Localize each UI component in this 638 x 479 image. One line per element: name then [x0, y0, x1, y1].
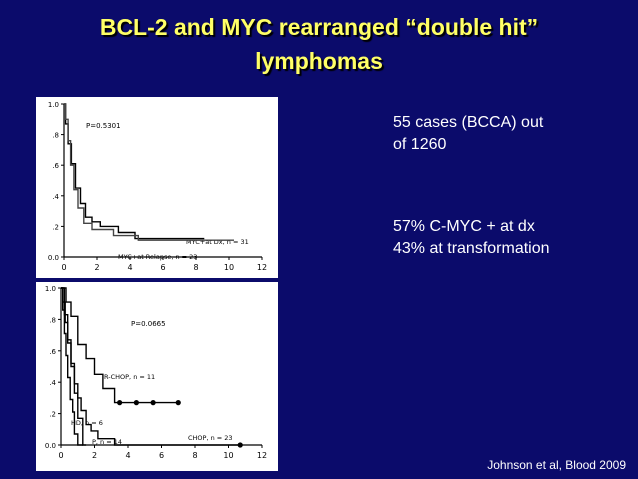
series-label: R-CHOP, n = 11 [104, 373, 155, 381]
censor-marker [133, 400, 139, 406]
survival-curve-3 [61, 287, 241, 446]
x-tick-label: 6 [159, 451, 164, 460]
y-tick-label: .6 [49, 348, 56, 356]
y-tick-label: .2 [49, 411, 56, 419]
x-tick-label: 2 [92, 451, 97, 460]
survival-chart-bottom: 0 2 4 6 8 10 12 0.0 .2 .4 .6 .8 1.0 P=0.0665 R-CHOP, n… [45, 285, 267, 460]
y-tick-label: 0.0 [45, 442, 56, 450]
x-tick-label: 8 [192, 451, 197, 460]
y-tick-label: 0.0 [48, 254, 59, 262]
series-label: MYC+at Dx, n = 31 [186, 238, 249, 246]
y-tick-label: .2 [52, 223, 59, 231]
p-value-label: P=0.0665 [131, 320, 166, 328]
x-tick-label: 12 [257, 263, 267, 272]
y-tick-label: 1.0 [48, 101, 59, 109]
title-line-1: BCL-2 and MYC rearranged “double hit” [99, 14, 539, 40]
x-tick-label: 0 [58, 451, 63, 460]
y-tick-label: .6 [52, 162, 59, 170]
x-tick-label: 8 [193, 263, 198, 272]
case-count-text: 55 cases (BCCA) out of 1260 [393, 112, 543, 156]
myc-percentage-text: 57% C-MYC + at dx 43% at transformation [393, 216, 550, 260]
y-tick-label: 1.0 [45, 285, 56, 293]
x-tick-label: 6 [160, 263, 165, 272]
censor-marker [175, 400, 181, 406]
series-label: HD, n = 6 [71, 419, 103, 427]
case-count-line-2: of 1260 [393, 136, 447, 153]
censor-marker [237, 442, 243, 448]
series-label: CHOP, n = 23 [188, 434, 233, 442]
x-tick-label: 0 [61, 263, 66, 272]
myc-percentage-line-2: 43% at transformation [393, 240, 550, 257]
survival-curve-1 [64, 103, 234, 241]
censor-marker [117, 400, 123, 406]
survival-curve-0 [61, 287, 179, 404]
series-label: MYC+at Relapse, n = 23 [118, 253, 197, 261]
case-count-line-1: 55 cases (BCCA) out [393, 114, 544, 131]
y-tick-label: .4 [49, 379, 56, 387]
slide-title: BCL-2 and MYC rearranged “double hit” ly… [0, 10, 638, 78]
x-tick-label: 12 [257, 451, 267, 460]
x-tick-label: 10 [224, 263, 234, 272]
title-line-2: lymphomas [255, 48, 383, 74]
y-tick-label: .8 [49, 316, 56, 324]
survival-curve-2 [61, 287, 83, 446]
y-tick-label: .8 [52, 132, 59, 140]
survival-chart-top: 0 2 4 6 8 10 12 0.0 .2 .4 .6 .8 1.0 P=0.5301 MYC+at Dx… [48, 101, 267, 272]
citation: Johnson et al, Blood 2009 [487, 458, 626, 472]
x-tick-label: 10 [223, 451, 233, 460]
series-label: P, n = 14 [92, 438, 122, 446]
x-tick-label: 4 [127, 263, 132, 272]
survival-chart-top-panel: 0 2 4 6 8 10 12 0.0 .2 .4 .6 .8 1.0 P=0.5301 MYC+at Dx… [36, 97, 278, 278]
y-tick-label: .4 [52, 193, 59, 201]
x-tick-label: 2 [94, 263, 99, 272]
x-tick-label: 4 [125, 451, 130, 460]
censor-marker [150, 400, 156, 406]
survival-chart-bottom-panel: 0 2 4 6 8 10 12 0.0 .2 .4 .6 .8 1.0 P=0.0665 R-CHOP, n… [36, 282, 278, 471]
p-value-label: P=0.5301 [86, 122, 121, 130]
myc-percentage-line-1: 57% C-MYC + at dx [393, 218, 535, 235]
